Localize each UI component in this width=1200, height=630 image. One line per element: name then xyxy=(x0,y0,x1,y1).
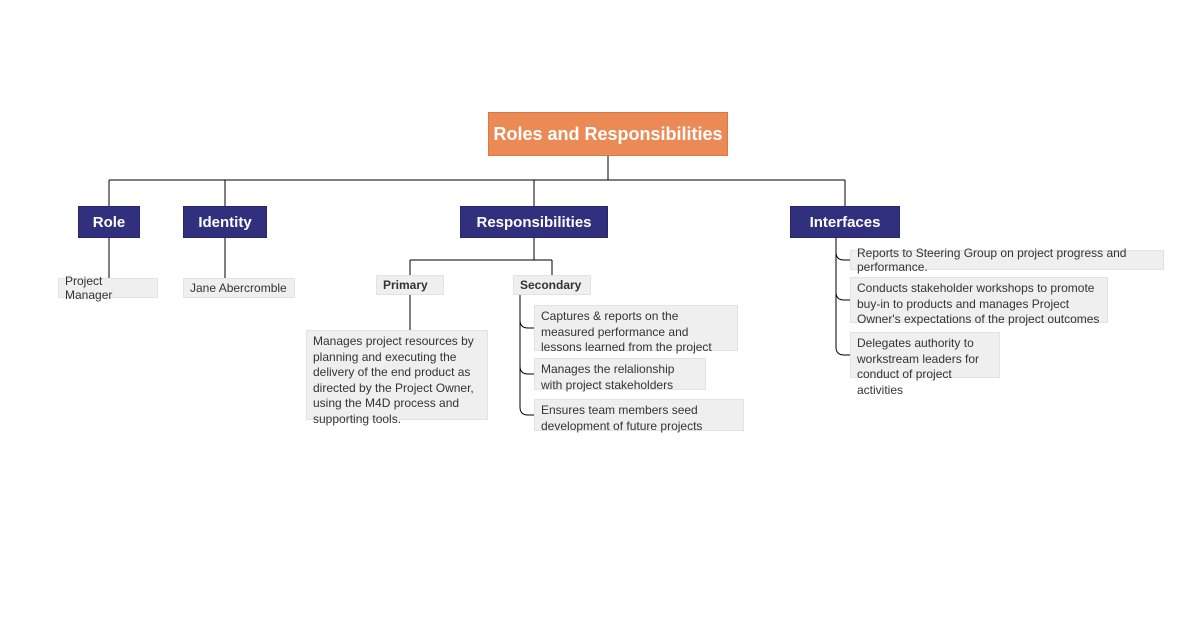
root-node: Roles and Responsibilities xyxy=(488,112,728,156)
leaf-secondary-0: Captures & reports on the measured perfo… xyxy=(534,305,738,351)
node-role: Role xyxy=(78,206,140,238)
leaf-secondary-1-text: Manages the relalionship with project st… xyxy=(541,362,699,393)
leaf-secondary-0-text: Captures & reports on the measured perfo… xyxy=(541,309,731,356)
leaf-identity: Jane Abercromble xyxy=(183,278,295,298)
leaf-interface-2-text: Delegates authority to workstream leader… xyxy=(857,336,993,398)
leaf-primary-desc-text: Manages project resources by planning an… xyxy=(313,334,481,428)
node-responsibilities-label: Responsibilities xyxy=(476,214,591,231)
leaf-interface-0: Reports to Steering Group on project pro… xyxy=(850,250,1164,270)
leaf-interface-1-text: Conducts stakeholder workshops to promot… xyxy=(857,281,1101,328)
node-interfaces-label: Interfaces xyxy=(810,214,881,231)
node-identity-label: Identity xyxy=(198,214,251,231)
leaf-secondary-2: Ensures team members seed development of… xyxy=(534,399,744,431)
leaf-secondary-1: Manages the relalionship with project st… xyxy=(534,358,706,390)
leaf-interface-2: Delegates authority to workstream leader… xyxy=(850,332,1000,378)
subnode-primary-label: Primary xyxy=(383,278,428,292)
subnode-secondary-label: Secondary xyxy=(520,278,581,292)
leaf-primary-desc: Manages project resources by planning an… xyxy=(306,330,488,420)
node-responsibilities: Responsibilities xyxy=(460,206,608,238)
leaf-identity-label: Jane Abercromble xyxy=(190,281,287,295)
leaf-interface-1: Conducts stakeholder workshops to promot… xyxy=(850,277,1108,323)
leaf-role: Project Manager xyxy=(58,278,158,298)
leaf-secondary-2-text: Ensures team members seed development of… xyxy=(541,403,737,434)
leaf-interface-0-text: Reports to Steering Group on project pro… xyxy=(857,246,1157,274)
subnode-secondary: Secondary xyxy=(513,275,591,295)
subnode-primary: Primary xyxy=(376,275,444,295)
node-interfaces: Interfaces xyxy=(790,206,900,238)
node-identity: Identity xyxy=(183,206,267,238)
root-label: Roles and Responsibilities xyxy=(493,124,722,145)
node-role-label: Role xyxy=(93,214,126,231)
leaf-role-label: Project Manager xyxy=(65,274,151,302)
